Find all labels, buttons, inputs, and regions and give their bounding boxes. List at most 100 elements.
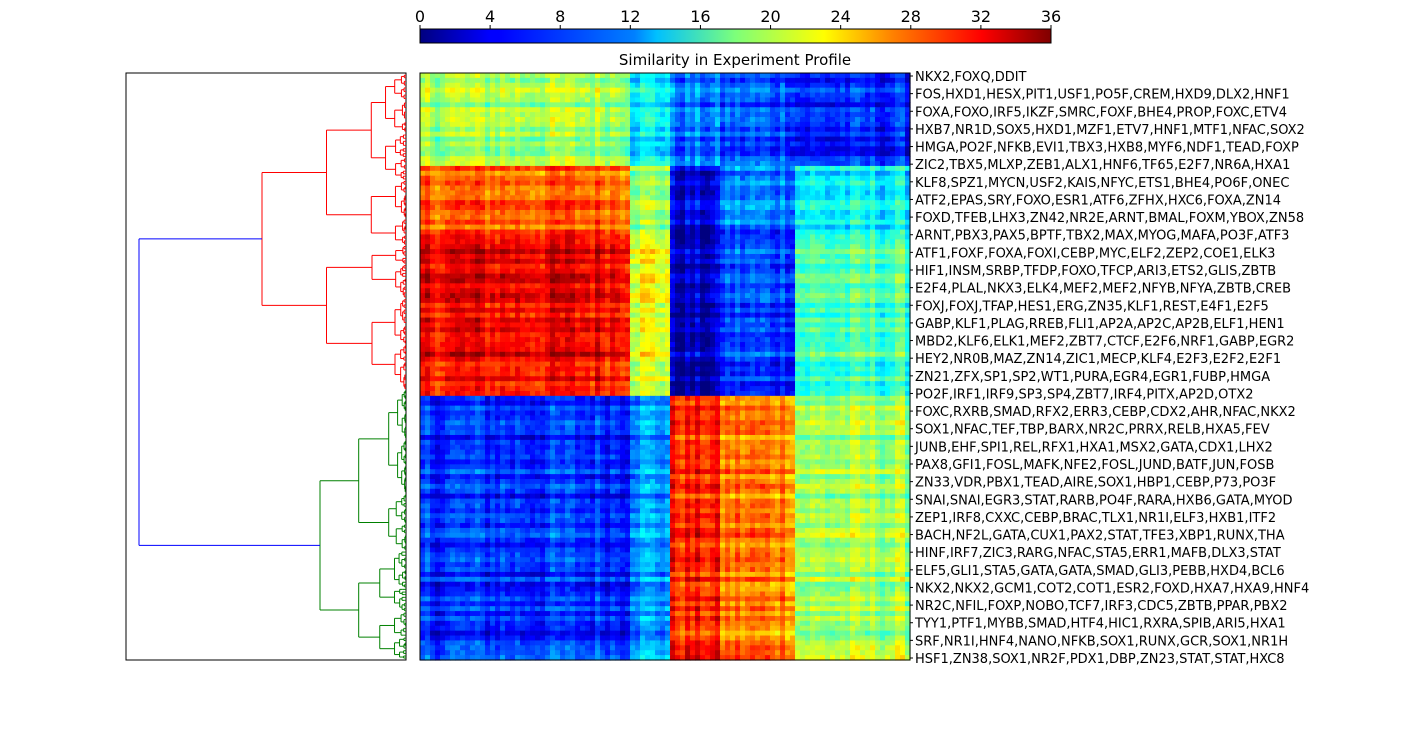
heatmap-cell [515,219,521,226]
heatmap-cell [905,263,911,270]
heatmap-cell [875,107,881,113]
heatmap-cell [625,131,631,138]
heatmap-cell [815,234,821,240]
heatmap-cell [860,190,866,196]
heatmap-cell [420,112,426,118]
heatmap-cell [745,258,751,265]
heatmap-cell [780,219,786,226]
heatmap-cell [725,77,731,84]
heatmap-cell [665,92,671,99]
heatmap-cell [735,273,741,280]
heatmap-cell [900,77,906,84]
heatmap-cell [895,263,901,270]
heatmap-cell [580,244,586,250]
heatmap-cell [590,92,596,99]
heatmap-cell [780,253,786,260]
heatmap-cell [665,244,671,250]
heatmap-cell [540,278,546,284]
heatmap-cell [850,126,856,133]
heatmap-cell [485,165,491,172]
heatmap-cell [615,219,621,226]
heatmap-cell [520,102,526,108]
heatmap-cell [635,107,641,113]
heatmap-cell [725,151,731,157]
heatmap-cell [860,117,866,123]
heatmap-cell [870,77,876,84]
heatmap-cell [855,112,861,118]
heatmap-cell [865,239,871,245]
heatmap-cell [600,214,606,221]
heatmap-cell [770,77,776,84]
heatmap-cell [805,82,811,89]
heatmap-cell [505,273,511,280]
heatmap-cell [660,239,666,245]
heatmap-cell [890,273,896,280]
heatmap-cell [680,249,686,255]
heatmap-cell [715,268,721,275]
heatmap-cell [605,209,611,216]
heatmap-cell [810,263,816,270]
heatmap-cell [460,190,466,196]
heatmap-cell [455,258,461,265]
heatmap-cell [610,234,616,240]
heatmap-cell [595,175,601,182]
heatmap-cell [455,180,461,187]
heatmap-cell [675,112,681,118]
heatmap-cell [650,200,656,206]
heatmap-cell [785,234,791,240]
heatmap-cell [895,180,901,187]
heatmap-cell [425,126,431,133]
heatmap-cell [450,165,456,172]
heatmap-cell [620,180,626,187]
heatmap-cell [480,249,486,255]
heatmap-cell [700,73,706,79]
heatmap-cell [890,229,896,236]
heatmap-cell [770,126,776,133]
heatmap-cell [425,77,431,84]
heatmap-cell [545,141,551,147]
heatmap-cell [765,200,771,206]
heatmap-cell [510,82,516,89]
heatmap-cell [850,263,856,270]
heatmap-cell [465,268,471,275]
heatmap-cell [790,249,796,255]
heatmap-cell [600,131,606,138]
heatmap-cell [545,253,551,260]
heatmap-cell [440,136,446,143]
heatmap-cell [750,165,756,172]
heatmap-cell [460,253,466,260]
heatmap-cell [570,205,576,211]
heatmap-cell [600,102,606,108]
heatmap-cell [625,268,631,275]
heatmap-cell [690,97,696,103]
heatmap-cell [775,107,781,113]
heatmap-cell [800,107,806,113]
heatmap-cell [580,268,586,275]
heatmap-cell [780,244,786,250]
heatmap-cell [465,263,471,270]
heatmap-cell [855,82,861,89]
heatmap-cell [705,165,711,172]
heatmap-cell [750,156,756,162]
heatmap-cell [710,185,716,191]
heatmap-cell [820,92,826,99]
heatmap-cell [545,131,551,138]
heatmap-cell [710,239,716,245]
heatmap-cell [450,239,456,245]
heatmap-cell [545,200,551,206]
heatmap-cell [895,73,901,79]
heatmap-cell [730,131,736,138]
heatmap-cell [810,224,816,231]
heatmap-cell [740,112,746,118]
heatmap-cell [710,131,716,138]
heatmap-cell [785,161,791,167]
heatmap-cell [540,136,546,143]
heatmap-cell [665,180,671,187]
heatmap-cell [765,146,771,152]
heatmap-cell [680,170,686,177]
heatmap-cell [870,126,876,133]
heatmap-cell [440,112,446,118]
heatmap-cell [740,268,746,275]
heatmap-cell [590,273,596,280]
heatmap-cell [790,161,796,167]
